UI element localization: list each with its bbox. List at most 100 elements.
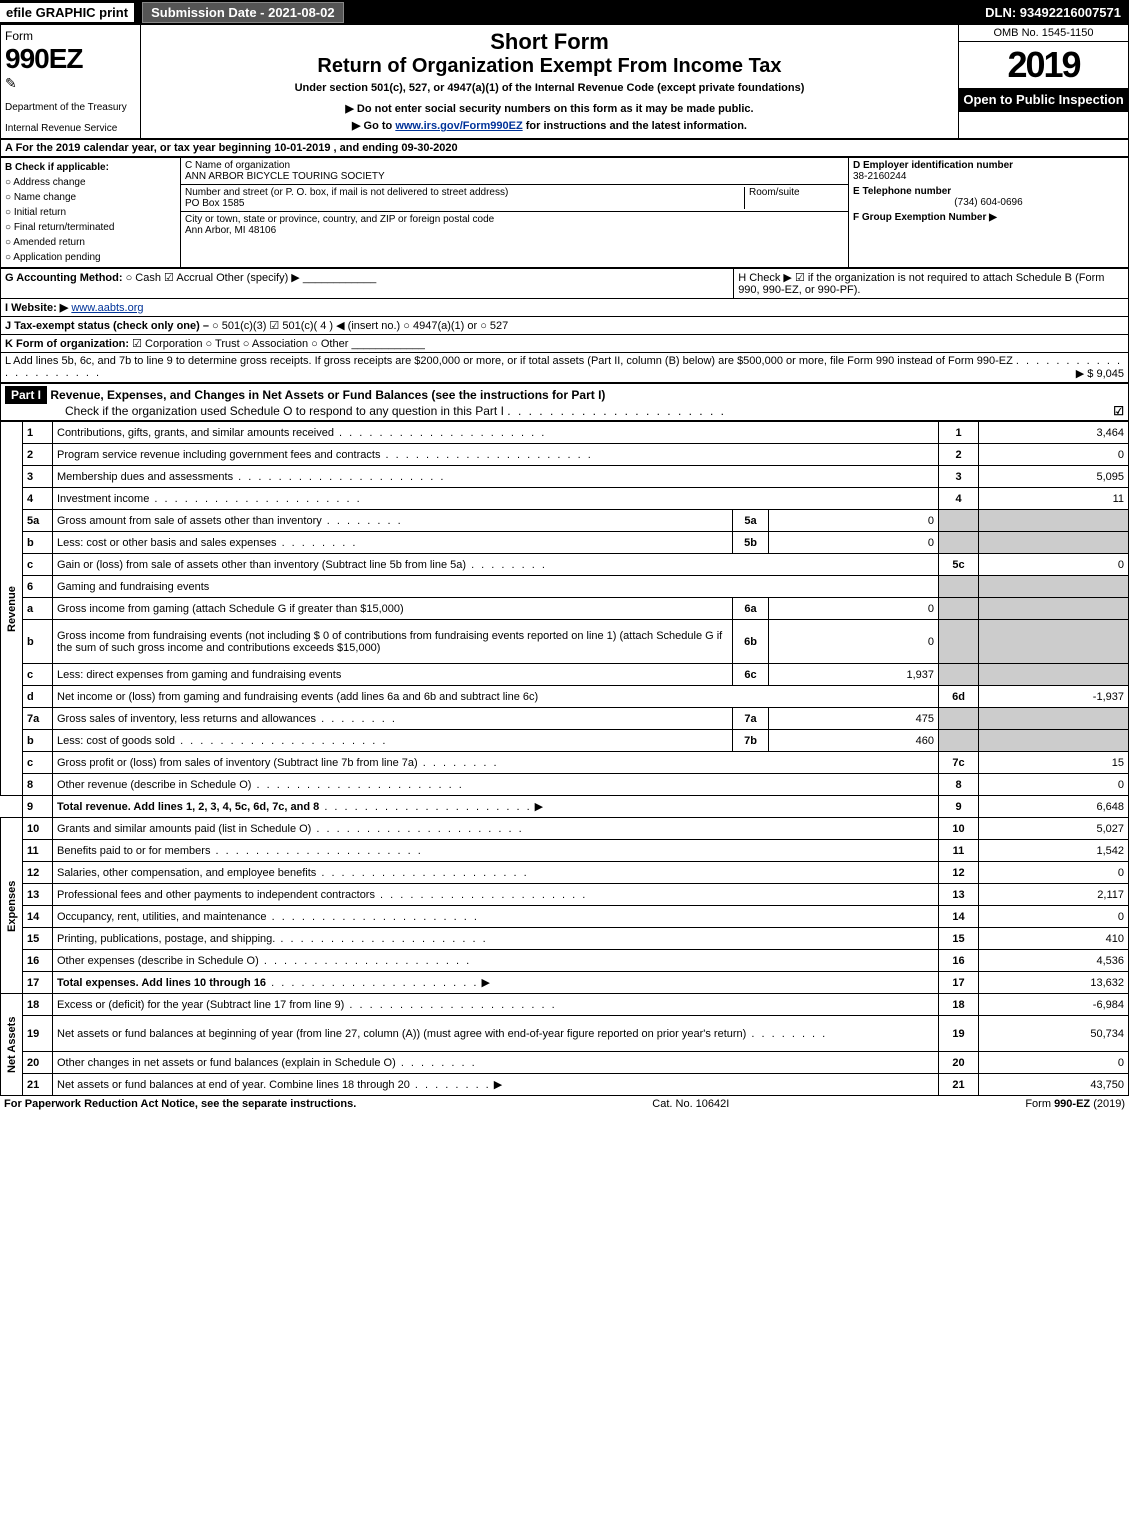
l6c-ia: 1,937 bbox=[769, 664, 939, 686]
efile-label[interactable]: efile GRAPHIC print bbox=[0, 3, 134, 22]
l5c-desc: Gain or (loss) from sale of assets other… bbox=[53, 554, 939, 576]
l5c-box: 5c bbox=[939, 554, 979, 576]
irs-link[interactable]: www.irs.gov/Form990EZ bbox=[395, 120, 522, 132]
l13-num: 13 bbox=[23, 884, 53, 906]
l12-desc: Salaries, other compensation, and employ… bbox=[53, 862, 939, 884]
j-label: J Tax-exempt status (check only one) – bbox=[5, 320, 209, 332]
l5b-shade2 bbox=[979, 532, 1129, 554]
l5a-shade bbox=[939, 510, 979, 532]
chk-amended-return[interactable]: Amended return bbox=[5, 235, 176, 250]
org-address: PO Box 1585 bbox=[185, 198, 244, 209]
l7c-desc: Gross profit or (loss) from sales of inv… bbox=[53, 752, 939, 774]
l21-box: 21 bbox=[939, 1074, 979, 1096]
e-label: E Telephone number bbox=[853, 186, 1124, 197]
short-form-title: Short Form bbox=[145, 29, 954, 55]
chk-initial-return[interactable]: Initial return bbox=[5, 205, 176, 220]
l12-amt: 0 bbox=[979, 862, 1129, 884]
l10-amt: 5,027 bbox=[979, 818, 1129, 840]
chk-address-change[interactable]: Address change bbox=[5, 175, 176, 190]
l7c-num: c bbox=[23, 752, 53, 774]
l6-desc: Gaming and fundraising events bbox=[53, 576, 939, 598]
under-section: Under section 501(c), 527, or 4947(a)(1)… bbox=[145, 82, 954, 94]
chk-application-pending[interactable]: Application pending bbox=[5, 250, 176, 265]
g-cash[interactable]: Cash bbox=[126, 272, 161, 284]
chk-final-return[interactable]: Final return/terminated bbox=[5, 220, 176, 235]
l9-num: 9 bbox=[23, 796, 53, 818]
l17-box: 17 bbox=[939, 972, 979, 994]
row-a-table: A For the 2019 calendar year, or tax yea… bbox=[0, 139, 1129, 157]
l5a-shade2 bbox=[979, 510, 1129, 532]
l7c-box: 7c bbox=[939, 752, 979, 774]
g-l-block: G Accounting Method: Cash Accrual Other … bbox=[0, 268, 1129, 383]
j-options[interactable]: ○ 501(c)(3) ☑ 501(c)( 4 ) ◀ (insert no.)… bbox=[212, 320, 508, 332]
open-to-public: Open to Public Inspection bbox=[959, 88, 1128, 112]
part1-title: Revenue, Expenses, and Changes in Net As… bbox=[50, 388, 605, 402]
l7a-ia: 475 bbox=[769, 708, 939, 730]
l6b-ia: 0 bbox=[769, 620, 939, 664]
l5b-shade bbox=[939, 532, 979, 554]
l13-desc: Professional fees and other payments to … bbox=[53, 884, 939, 906]
l21-num: 21 bbox=[23, 1074, 53, 1096]
bcd-block: B Check if applicable: Address change Na… bbox=[0, 157, 1129, 268]
room-label: Room/suite bbox=[749, 187, 800, 198]
l15-box: 15 bbox=[939, 928, 979, 950]
l14-box: 14 bbox=[939, 906, 979, 928]
l15-num: 15 bbox=[23, 928, 53, 950]
l6b-num: b bbox=[23, 620, 53, 664]
l6a-ib: 6a bbox=[733, 598, 769, 620]
l11-num: 11 bbox=[23, 840, 53, 862]
l19-desc: Net assets or fund balances at beginning… bbox=[53, 1016, 939, 1052]
g-accrual[interactable]: Accrual bbox=[164, 272, 213, 284]
l2-box: 2 bbox=[939, 444, 979, 466]
k-options[interactable]: ☑ Corporation ○ Trust ○ Association ○ Ot… bbox=[132, 338, 348, 350]
l5a-num: 5a bbox=[23, 510, 53, 532]
l5c-num: c bbox=[23, 554, 53, 576]
addr-label: Number and street (or P. O. box, if mail… bbox=[185, 187, 508, 198]
l16-num: 16 bbox=[23, 950, 53, 972]
i-label: I Website: ▶ bbox=[5, 302, 68, 314]
l9-box: 9 bbox=[939, 796, 979, 818]
l5c-amt: 0 bbox=[979, 554, 1129, 576]
l3-desc: Membership dues and assessments bbox=[53, 466, 939, 488]
l-text: L Add lines 5b, 6c, and 7b to line 9 to … bbox=[5, 355, 1013, 367]
g-other[interactable]: Other (specify) ▶ bbox=[216, 272, 300, 284]
website-link[interactable]: www.aabts.org bbox=[71, 302, 143, 314]
check-column: B Check if applicable: Address change Na… bbox=[1, 158, 181, 268]
form-number: 990EZ bbox=[5, 43, 136, 75]
omb-number: OMB No. 1545-1150 bbox=[959, 25, 1128, 42]
l1-desc: Contributions, gifts, grants, and simila… bbox=[53, 422, 939, 444]
form-cell: Form 990EZ ✎ Department of the Treasury … bbox=[1, 25, 141, 139]
part1-check-line: Check if the organization used Schedule … bbox=[65, 404, 726, 418]
dln-label: DLN: 93492216007571 bbox=[985, 5, 1129, 20]
l6-shade2 bbox=[979, 576, 1129, 598]
l6c-desc: Less: direct expenses from gaming and fu… bbox=[53, 664, 733, 686]
l12-box: 12 bbox=[939, 862, 979, 884]
part1-title-cell: Part I Revenue, Expenses, and Changes in… bbox=[1, 384, 1129, 421]
top-bar: efile GRAPHIC print Submission Date - 20… bbox=[0, 0, 1129, 24]
l17-amt: 13,632 bbox=[979, 972, 1129, 994]
l13-box: 13 bbox=[939, 884, 979, 906]
l4-num: 4 bbox=[23, 488, 53, 510]
part1-checkmark[interactable]: ☑ bbox=[1113, 404, 1124, 418]
l6b-shade bbox=[939, 620, 979, 664]
l11-box: 11 bbox=[939, 840, 979, 862]
l6d-desc: Net income or (loss) from gaming and fun… bbox=[53, 686, 939, 708]
l6b-shade2 bbox=[979, 620, 1129, 664]
goto-link[interactable]: ▶ Go to www.irs.gov/Form990EZ for instru… bbox=[145, 119, 954, 132]
l6-num: 6 bbox=[23, 576, 53, 598]
ssn-warning: ▶ Do not enter social security numbers o… bbox=[145, 102, 954, 115]
footer-right: Form 990-EZ (2019) bbox=[1025, 1098, 1125, 1110]
l1-num: 1 bbox=[23, 422, 53, 444]
chk-name-change[interactable]: Name change bbox=[5, 190, 176, 205]
form-word: Form bbox=[5, 29, 136, 43]
l15-amt: 410 bbox=[979, 928, 1129, 950]
l5b-ib: 5b bbox=[733, 532, 769, 554]
k-row: K Form of organization: ☑ Corporation ○ … bbox=[1, 335, 1129, 353]
l20-box: 20 bbox=[939, 1052, 979, 1074]
l2-amt: 0 bbox=[979, 444, 1129, 466]
l7b-ia: 460 bbox=[769, 730, 939, 752]
l6a-shade2 bbox=[979, 598, 1129, 620]
netassets-section-label: Net Assets bbox=[1, 994, 23, 1096]
l21-amt: 43,750 bbox=[979, 1074, 1129, 1096]
c-label: C Name of organization bbox=[185, 160, 290, 171]
